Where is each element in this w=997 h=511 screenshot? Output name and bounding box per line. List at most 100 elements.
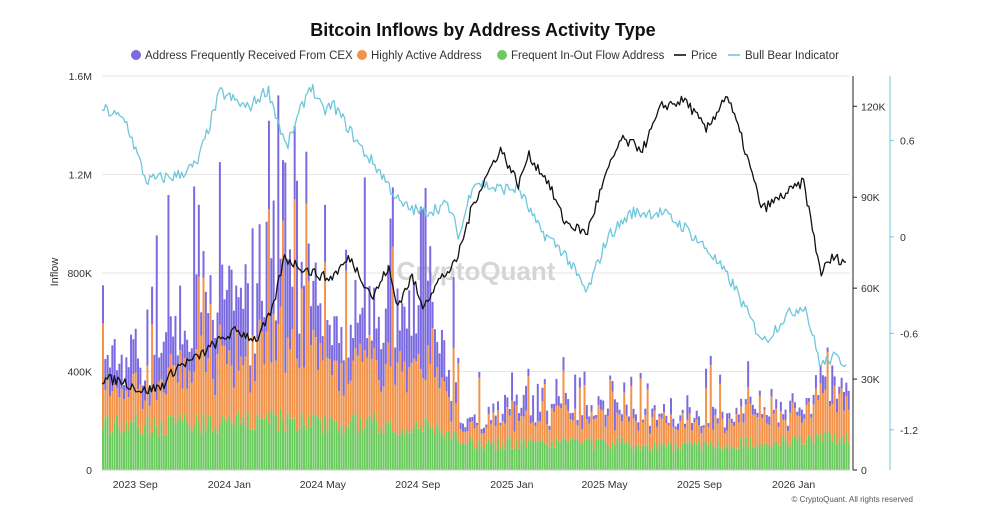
bar-cex: [761, 414, 764, 419]
legend-label-highly-active: Highly Active Address: [371, 50, 482, 62]
legend-label-bull-bear: Bull Bear Indicator: [745, 50, 839, 62]
bar-cex: [623, 382, 626, 393]
bar-highly-active: [345, 270, 348, 426]
bar-cex: [464, 427, 467, 432]
bar-cex: [520, 407, 523, 417]
bar-in-out: [246, 411, 249, 470]
bar-highly-active: [452, 347, 455, 431]
bar-cex: [716, 418, 719, 424]
legend-item-cex[interactable]: Address Frequently Received From CEX: [131, 50, 353, 62]
bar-in-out: [405, 429, 408, 470]
bar-highly-active: [102, 323, 104, 429]
legend-item-in-out[interactable]: Frequent In-Out Flow Address: [497, 50, 665, 62]
bar-in-out: [137, 428, 140, 470]
bar-highly-active: [485, 427, 488, 443]
bar-in-out: [833, 432, 836, 470]
bar-cex: [391, 187, 394, 247]
bar-in-out: [592, 449, 595, 470]
bar-in-out: [258, 419, 261, 470]
bar-cex: [396, 288, 399, 363]
bar-cex: [585, 405, 588, 419]
bar-cex: [188, 351, 191, 371]
bar-highly-active: [639, 378, 642, 450]
bar-cex: [251, 228, 254, 336]
bar-in-out: [840, 436, 843, 470]
bar-cex: [812, 394, 815, 405]
bar-cex: [401, 303, 404, 372]
bar-highly-active: [721, 418, 724, 451]
bar-cex: [719, 374, 722, 384]
bar-in-out: [733, 447, 736, 470]
bar-in-out: [796, 439, 799, 470]
bbi-tick-label: -0.6: [900, 328, 918, 340]
bar-in-out: [707, 445, 710, 470]
bar-cex: [789, 400, 792, 413]
bar-highly-active: [833, 385, 836, 433]
bar-in-out: [651, 449, 654, 470]
bar-cex: [765, 414, 768, 424]
bar-in-out: [726, 446, 729, 470]
bar-in-out: [698, 441, 701, 470]
bar-in-out: [789, 445, 792, 470]
bar-highly-active: [595, 418, 598, 440]
bar-highly-active: [151, 324, 154, 432]
y-tick-label: 1.6M: [69, 71, 92, 83]
bar-cex: [740, 398, 743, 407]
bar-in-out: [235, 414, 238, 470]
bar-highly-active: [172, 365, 175, 417]
bar-highly-active: [338, 391, 341, 433]
bar-in-out: [263, 418, 266, 470]
bar-highly-active: [840, 388, 843, 437]
bar-cex: [581, 415, 584, 430]
bar-highly-active: [300, 288, 303, 414]
bar-in-out: [125, 420, 128, 470]
bar-in-out: [712, 446, 715, 470]
bar-cex: [679, 415, 682, 421]
bar-cex: [211, 319, 214, 379]
bar-cex: [342, 360, 345, 396]
bar-highly-active: [592, 419, 595, 450]
bar-in-out: [630, 446, 633, 470]
legend-item-highly-active[interactable]: Highly Active Address: [357, 50, 482, 62]
bar-highly-active: [216, 354, 219, 433]
x-tick-label: 2025 Sep: [677, 479, 722, 491]
legend-item-price[interactable]: Price: [674, 50, 717, 62]
bar-in-out: [380, 427, 383, 470]
bar-highly-active: [637, 430, 640, 446]
bar-in-out: [324, 415, 327, 470]
bar-highly-active: [599, 409, 602, 439]
legend: Address Frequently Received From CEX Hig…: [131, 50, 839, 62]
bar-cex: [419, 206, 422, 369]
bar-highly-active: [111, 390, 114, 433]
bar-cex: [616, 402, 619, 413]
bar-cex: [174, 315, 177, 366]
bar-highly-active: [543, 383, 546, 443]
bar-cex: [833, 376, 836, 386]
bar-in-out: [394, 431, 397, 470]
bar-highly-active: [567, 410, 570, 443]
bar-in-out: [536, 441, 539, 470]
bar-cex: [366, 338, 369, 358]
bar-in-out: [672, 451, 675, 470]
bar-highly-active: [707, 426, 710, 446]
bar-highly-active: [389, 366, 392, 421]
price-tick-label: 0: [861, 465, 867, 477]
bar-in-out: [256, 414, 259, 470]
bar-highly-active: [712, 429, 715, 447]
bar-highly-active: [253, 381, 256, 431]
bar-highly-active: [616, 412, 619, 438]
bar-cex: [153, 354, 156, 388]
bar-in-out: [366, 418, 369, 470]
bar-cex: [768, 416, 771, 425]
bar-in-out: [513, 449, 516, 470]
bar-highly-active: [176, 382, 179, 420]
bar-highly-active: [698, 425, 701, 442]
legend-item-bull-bear[interactable]: Bull Bear Indicator: [728, 50, 839, 62]
bar-in-out: [719, 447, 722, 470]
bar-highly-active: [146, 365, 149, 417]
bar-in-out: [634, 445, 637, 470]
bar-highly-active: [796, 415, 799, 440]
bar-highly-active: [394, 384, 397, 432]
bar-in-out: [102, 428, 104, 470]
bar-cex: [319, 303, 322, 344]
